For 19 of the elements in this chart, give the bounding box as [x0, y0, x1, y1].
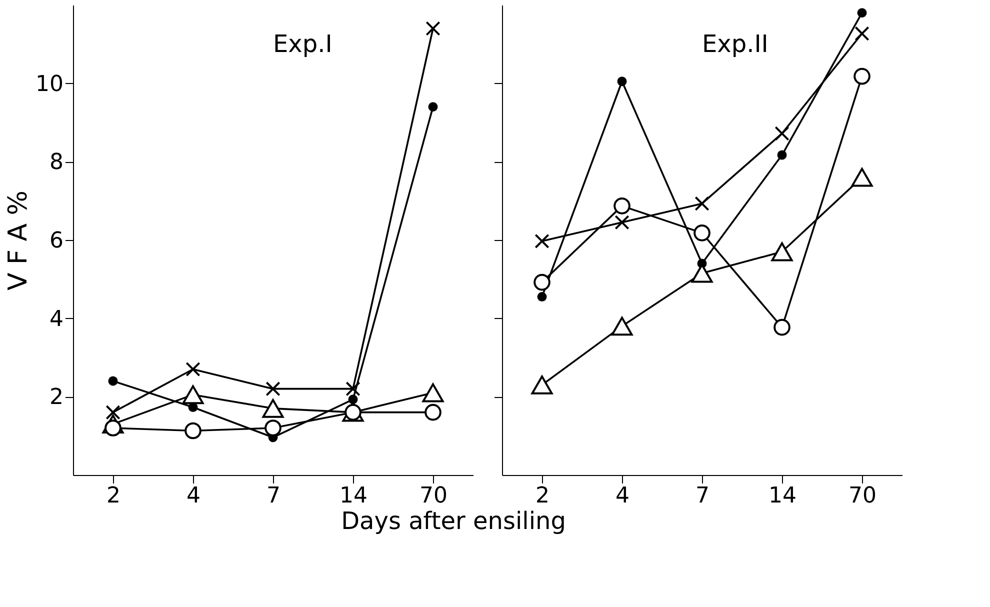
y-tick-label: 2: [50, 385, 64, 410]
y-tick-label: 10: [36, 72, 64, 97]
x-tick-label: 7: [696, 484, 710, 508]
x-tick-label: 4: [186, 484, 200, 508]
y-axis-title: V F A %: [4, 190, 34, 291]
x-tick-label: 2: [106, 484, 120, 508]
y-tick-label: 8: [50, 150, 64, 176]
x-tick-label: 14: [340, 484, 368, 508]
x-tick-label: 2: [536, 484, 550, 508]
x-tick-label: 14: [768, 484, 796, 508]
x-tick-label: 4: [616, 484, 630, 508]
x-tick-label: 70: [420, 484, 448, 508]
x-tick-label: 7: [266, 484, 280, 508]
x-tick-label: 70: [848, 484, 876, 508]
annotation: Exp.II: [702, 30, 768, 58]
x-axis-title: Days after ensiling: [341, 507, 566, 535]
y-tick-label: 6: [50, 228, 64, 254]
annotation: Exp.I: [273, 30, 332, 58]
y-tick-label: 4: [50, 306, 64, 332]
